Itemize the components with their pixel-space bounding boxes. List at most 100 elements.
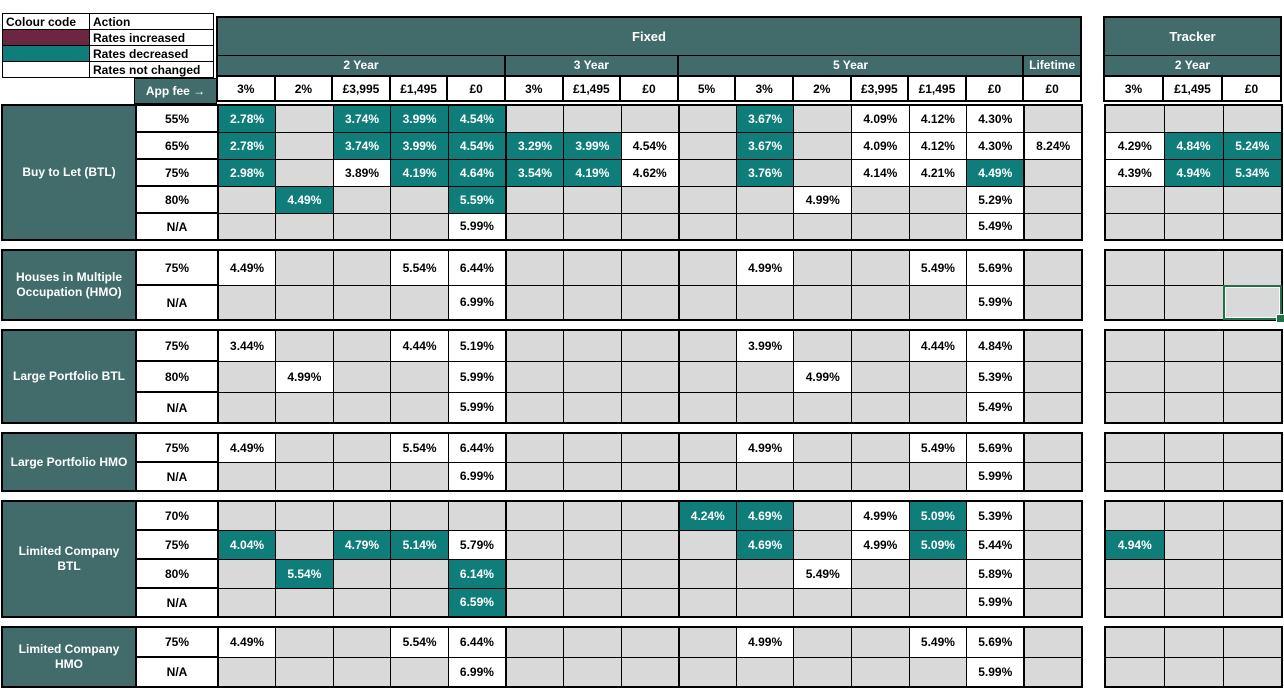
rate-cell[interactable]: 4.99%: [735, 626, 795, 658]
empty-cell[interactable]: [390, 461, 449, 492]
fee-header-cell[interactable]: 5%: [676, 75, 737, 102]
empty-cell[interactable]: [390, 558, 449, 589]
empty-cell[interactable]: [677, 360, 737, 393]
section-label-cell[interactable]: Houses in Multiple Occupation (HMO): [1, 249, 137, 321]
empty-cell[interactable]: [793, 131, 853, 160]
empty-cell[interactable]: [1222, 587, 1283, 618]
rate-cell[interactable]: 5.89%: [966, 558, 1025, 589]
section-label-cell[interactable]: Large Portfolio BTL: [1, 329, 137, 424]
empty-cell[interactable]: [504, 558, 565, 589]
empty-cell[interactable]: [1163, 500, 1224, 531]
empty-cell[interactable]: [793, 500, 853, 531]
empty-cell[interactable]: [1163, 558, 1224, 589]
empty-cell[interactable]: [275, 587, 334, 618]
rate-cell[interactable]: 4.94%: [1104, 529, 1165, 560]
rate-cell[interactable]: 5.54%: [390, 249, 449, 286]
empty-cell[interactable]: [793, 104, 853, 133]
empty-cell[interactable]: [332, 461, 392, 492]
empty-cell[interactable]: [563, 529, 622, 560]
rate-cell[interactable]: 6.59%: [447, 587, 507, 618]
empty-cell[interactable]: [504, 329, 565, 362]
rate-cell[interactable]: 5.49%: [793, 558, 853, 589]
empty-cell[interactable]: [217, 558, 277, 589]
empty-cell[interactable]: [851, 360, 910, 393]
empty-cell[interactable]: [275, 131, 334, 160]
empty-cell[interactable]: [1104, 626, 1165, 658]
fee-header-cell[interactable]: £0: [1221, 75, 1282, 102]
rate-cell[interactable]: 6.14%: [447, 558, 507, 589]
empty-cell[interactable]: [1023, 558, 1083, 589]
rate-cell[interactable]: 3.99%: [390, 131, 449, 160]
empty-cell[interactable]: [735, 360, 795, 393]
empty-cell[interactable]: [1222, 529, 1283, 560]
empty-cell[interactable]: [332, 284, 392, 321]
ltv-cell[interactable]: 55%: [135, 104, 219, 133]
ltv-cell[interactable]: 70%: [135, 500, 219, 531]
empty-cell[interactable]: [563, 587, 622, 618]
empty-cell[interactable]: [735, 185, 795, 214]
empty-cell[interactable]: [677, 558, 737, 589]
empty-cell[interactable]: [851, 249, 910, 286]
empty-cell[interactable]: [735, 656, 795, 688]
empty-cell[interactable]: [1023, 587, 1083, 618]
empty-cell[interactable]: [1104, 391, 1165, 424]
empty-cell[interactable]: [677, 284, 737, 321]
fee-header-cell[interactable]: £1,495: [561, 75, 622, 102]
empty-cell[interactable]: [1104, 461, 1165, 492]
empty-cell[interactable]: [1023, 391, 1083, 424]
rate-cell[interactable]: 4.99%: [735, 432, 795, 463]
rate-cell[interactable]: 5.34%: [1222, 158, 1283, 187]
empty-cell[interactable]: [332, 626, 392, 658]
empty-cell[interactable]: [275, 284, 334, 321]
empty-cell[interactable]: [1104, 185, 1165, 214]
empty-cell[interactable]: [217, 185, 277, 214]
section-label-cell[interactable]: Limited Company HMO: [1, 626, 137, 688]
rate-cell[interactable]: 5.29%: [966, 185, 1025, 214]
empty-cell[interactable]: [504, 461, 565, 492]
fixed-group-header[interactable]: Fixed: [216, 16, 1082, 56]
rate-cell[interactable]: 6.44%: [447, 626, 507, 658]
empty-cell[interactable]: [504, 104, 565, 133]
empty-cell[interactable]: [620, 212, 680, 241]
empty-cell[interactable]: [1023, 104, 1083, 133]
rate-cell[interactable]: 4.69%: [735, 529, 795, 560]
empty-cell[interactable]: [908, 558, 968, 589]
empty-cell[interactable]: [1104, 249, 1165, 286]
empty-cell[interactable]: [332, 360, 392, 393]
empty-cell[interactable]: [1222, 500, 1283, 531]
empty-cell[interactable]: [1222, 626, 1283, 658]
empty-cell[interactable]: [793, 432, 853, 463]
rate-cell[interactable]: 4.12%: [908, 131, 968, 160]
ltv-cell[interactable]: 75%: [135, 158, 219, 187]
ltv-cell[interactable]: N/A: [135, 587, 219, 618]
empty-cell[interactable]: [851, 329, 910, 362]
empty-cell[interactable]: [620, 656, 680, 688]
empty-cell[interactable]: [563, 104, 622, 133]
rate-cell[interactable]: 3.67%: [735, 104, 795, 133]
rate-cell[interactable]: 4.99%: [275, 360, 334, 393]
rate-cell[interactable]: 4.69%: [735, 500, 795, 531]
rate-cell[interactable]: 6.44%: [447, 432, 507, 463]
empty-cell[interactable]: [217, 500, 277, 531]
ltv-cell[interactable]: 80%: [135, 558, 219, 589]
legend-action-cell[interactable]: Rates increased: [89, 29, 214, 46]
empty-cell[interactable]: [563, 391, 622, 424]
empty-cell[interactable]: [332, 432, 392, 463]
fee-header-cell[interactable]: £1,495: [907, 75, 967, 102]
rate-cell[interactable]: 4.21%: [908, 158, 968, 187]
rate-cell[interactable]: 5.39%: [966, 500, 1025, 531]
empty-cell[interactable]: [1163, 626, 1224, 658]
empty-cell[interactable]: [504, 656, 565, 688]
empty-cell[interactable]: [332, 329, 392, 362]
legend-color-swatch[interactable]: [2, 29, 90, 46]
empty-cell[interactable]: [1104, 329, 1165, 362]
empty-cell[interactable]: [504, 626, 565, 658]
empty-cell[interactable]: [677, 185, 737, 214]
empty-cell[interactable]: [332, 249, 392, 286]
empty-cell[interactable]: [1163, 461, 1224, 492]
rate-cell[interactable]: 3.74%: [332, 131, 392, 160]
ltv-cell[interactable]: N/A: [135, 391, 219, 424]
rate-cell[interactable]: 4.62%: [620, 158, 680, 187]
rate-cell[interactable]: 4.29%: [1104, 131, 1165, 160]
rate-cell[interactable]: 6.99%: [447, 284, 507, 321]
